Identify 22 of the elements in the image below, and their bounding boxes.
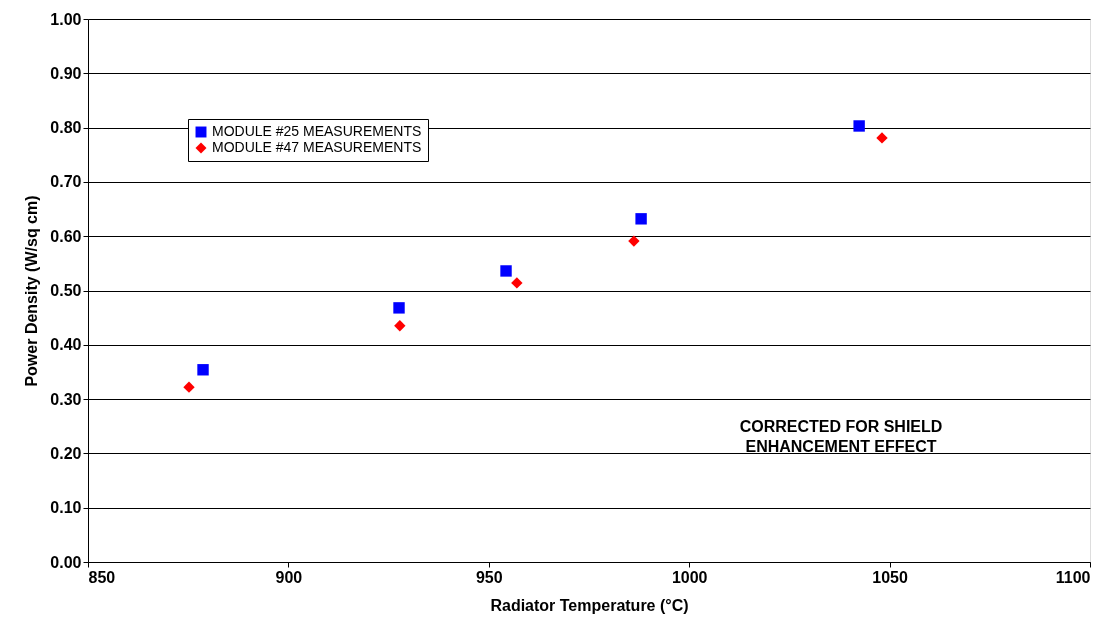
y-tick-label: 0.10 <box>50 499 82 517</box>
x-tick-label: 900 <box>275 568 303 586</box>
x-tick-label: 950 <box>475 568 503 586</box>
y-tick-label: 0.00 <box>50 553 82 571</box>
y-tick-label: 0.70 <box>50 173 82 191</box>
y-tick-label: 0.40 <box>50 336 82 354</box>
y-tick-label: 0.30 <box>50 390 82 408</box>
y-tick-label: 0.60 <box>50 227 82 245</box>
x-tick-label: 1000 <box>671 568 708 586</box>
legend-label: MODULE #47 MEASUREMENTS <box>212 139 422 155</box>
legend-label: MODULE #25 MEASUREMENTS <box>212 123 422 139</box>
y-tick-label: 0.20 <box>50 444 82 462</box>
x-tick-label: 1100 <box>1055 568 1091 586</box>
x-axis-title: Radiator Temperature (°C) <box>490 596 689 614</box>
x-tick-label: 1050 <box>872 568 908 586</box>
y-tick-label: 0.90 <box>50 64 82 82</box>
annotation: CORRECTED FOR SHIELD ENHANCEMENT EFFECT <box>739 418 943 455</box>
y-tick-label: 1.00 <box>50 10 82 28</box>
y-tick-label: 0.50 <box>50 282 82 299</box>
y-axis-title: Power Density (W/sq cm) <box>23 195 41 387</box>
x-tick-label: 850 <box>88 568 116 586</box>
y-tick-label: 0.80 <box>50 119 82 137</box>
